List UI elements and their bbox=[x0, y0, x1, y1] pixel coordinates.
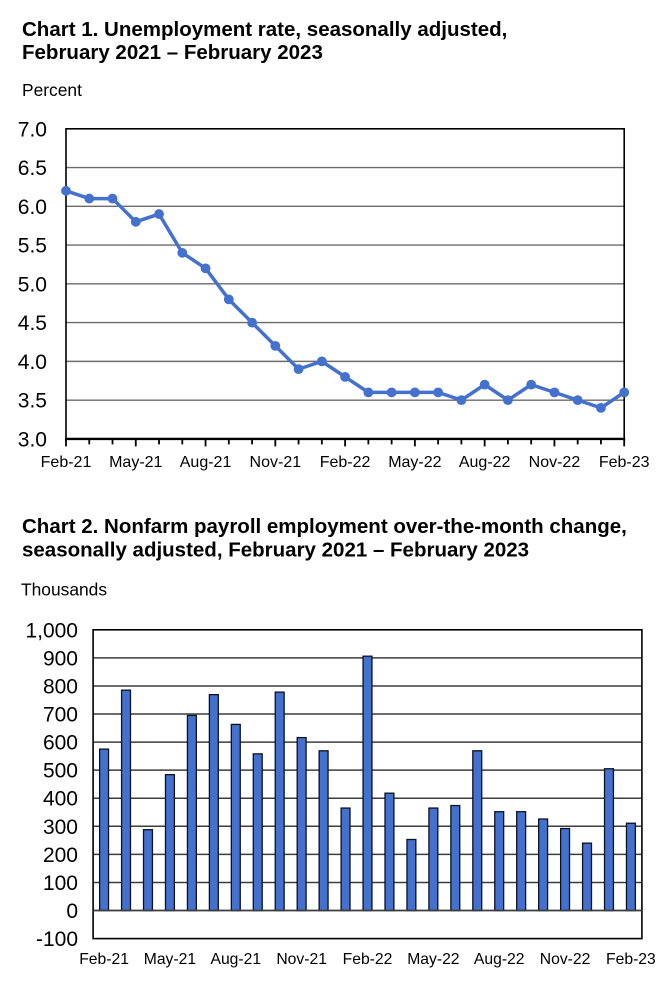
svg-text:Nov-22: Nov-22 bbox=[529, 454, 581, 471]
svg-text:3.0: 3.0 bbox=[18, 428, 47, 451]
svg-text:Nov-22: Nov-22 bbox=[540, 951, 591, 968]
svg-text:Aug-21: Aug-21 bbox=[180, 454, 232, 471]
svg-text:Aug-21: Aug-21 bbox=[210, 951, 261, 968]
svg-text:Aug-22: Aug-22 bbox=[474, 951, 525, 968]
svg-text:5.5: 5.5 bbox=[18, 235, 47, 258]
svg-text:0: 0 bbox=[66, 900, 78, 923]
svg-text:Feb-21: Feb-21 bbox=[79, 951, 129, 968]
svg-text:Chart 2. Nonfarm payroll emplo: Chart 2. Nonfarm payroll employment over… bbox=[22, 515, 627, 538]
svg-text:600: 600 bbox=[43, 732, 78, 755]
svg-text:5.0: 5.0 bbox=[18, 273, 47, 296]
svg-text:May-21: May-21 bbox=[109, 454, 162, 471]
svg-text:3.5: 3.5 bbox=[18, 390, 47, 413]
svg-text:6.5: 6.5 bbox=[18, 157, 47, 180]
svg-text:800: 800 bbox=[43, 675, 78, 698]
svg-text:4.5: 4.5 bbox=[18, 312, 47, 335]
svg-text:Percent: Percent bbox=[22, 80, 82, 100]
svg-text:Feb-21: Feb-21 bbox=[41, 454, 92, 471]
svg-text:seasonally adjusted, February: seasonally adjusted, February 2021 – Feb… bbox=[22, 538, 529, 561]
svg-text:Feb-23: Feb-23 bbox=[606, 951, 656, 968]
svg-text:1,000: 1,000 bbox=[25, 619, 78, 642]
svg-text:February 2021 – February 2023: February 2021 – February 2023 bbox=[22, 41, 323, 64]
svg-text:400: 400 bbox=[43, 788, 78, 811]
svg-text:900: 900 bbox=[43, 647, 78, 670]
svg-text:700: 700 bbox=[43, 704, 78, 727]
svg-text:200: 200 bbox=[43, 844, 78, 867]
svg-text:Chart 1. Unemployment rate, se: Chart 1. Unemployment rate, seasonally a… bbox=[22, 18, 507, 41]
svg-text:7.0: 7.0 bbox=[18, 118, 47, 141]
svg-text:Feb-22: Feb-22 bbox=[320, 454, 371, 471]
svg-text:6.0: 6.0 bbox=[18, 196, 47, 219]
svg-text:500: 500 bbox=[43, 760, 78, 783]
svg-text:Thousands: Thousands bbox=[21, 580, 107, 600]
svg-text:Feb-22: Feb-22 bbox=[343, 951, 393, 968]
svg-text:Nov-21: Nov-21 bbox=[250, 454, 302, 471]
svg-text:May-22: May-22 bbox=[388, 454, 441, 471]
svg-text:300: 300 bbox=[43, 816, 78, 839]
svg-text:-100: -100 bbox=[36, 928, 78, 951]
svg-text:Feb-23: Feb-23 bbox=[599, 454, 650, 471]
svg-text:Aug-22: Aug-22 bbox=[459, 454, 511, 471]
svg-text:May-22: May-22 bbox=[407, 951, 459, 968]
svg-text:4.0: 4.0 bbox=[18, 351, 47, 374]
svg-text:100: 100 bbox=[43, 872, 78, 895]
svg-text:Nov-21: Nov-21 bbox=[276, 951, 327, 968]
svg-text:May-21: May-21 bbox=[144, 951, 196, 968]
